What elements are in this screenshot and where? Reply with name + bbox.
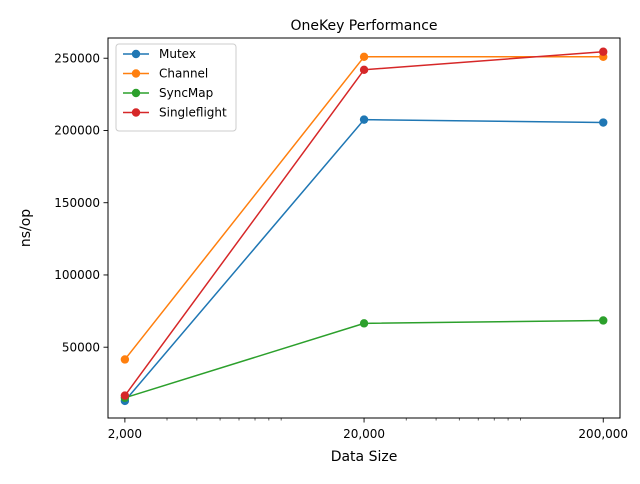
x-tick-label: 20,000 <box>343 427 385 441</box>
y-tick-label: 50000 <box>62 340 100 354</box>
series-syncmap <box>120 316 608 402</box>
legend-marker <box>131 88 141 98</box>
x-tick-label: 2,000 <box>108 427 142 441</box>
series-line <box>124 319 604 399</box>
y-axis-ticks: 50000 100000 150000 200000 250000 <box>54 51 108 354</box>
series-layer <box>120 47 608 406</box>
legend-label: SyncMap <box>159 86 213 100</box>
legend-marker <box>131 69 141 78</box>
series-mutex <box>120 115 608 406</box>
legend-marker <box>131 108 141 117</box>
x-axis-label: Data Size <box>331 449 398 465</box>
y-tick-label: 250000 <box>54 51 100 65</box>
chart-title: OneKey Performance <box>290 18 437 34</box>
legend-label: Mutex <box>159 47 196 61</box>
data-point <box>120 391 130 400</box>
data-point <box>359 319 369 328</box>
data-point <box>359 65 369 74</box>
legend-label: Singleflight <box>159 106 227 120</box>
legend: Mutex Channel SyncMap Singleflight <box>115 43 237 132</box>
y-tick-label: 150000 <box>54 196 100 210</box>
x-tick-label: 200,000 <box>578 427 628 441</box>
series-line <box>124 118 604 402</box>
legend-marker <box>131 49 141 59</box>
data-point <box>359 52 369 61</box>
y-tick-label: 200000 <box>54 124 100 138</box>
y-axis-label: ns/op <box>18 209 34 247</box>
data-point <box>120 355 130 364</box>
x-axis-ticks: 2,000 20,000 200,000 <box>108 418 628 441</box>
legend-label: Channel <box>159 67 208 81</box>
series-singleflight <box>120 47 608 400</box>
legend-box <box>115 43 237 132</box>
data-point <box>599 316 608 325</box>
data-point <box>599 47 608 56</box>
y-tick-label: 100000 <box>54 268 100 282</box>
data-point <box>599 118 608 127</box>
data-point <box>359 115 369 124</box>
